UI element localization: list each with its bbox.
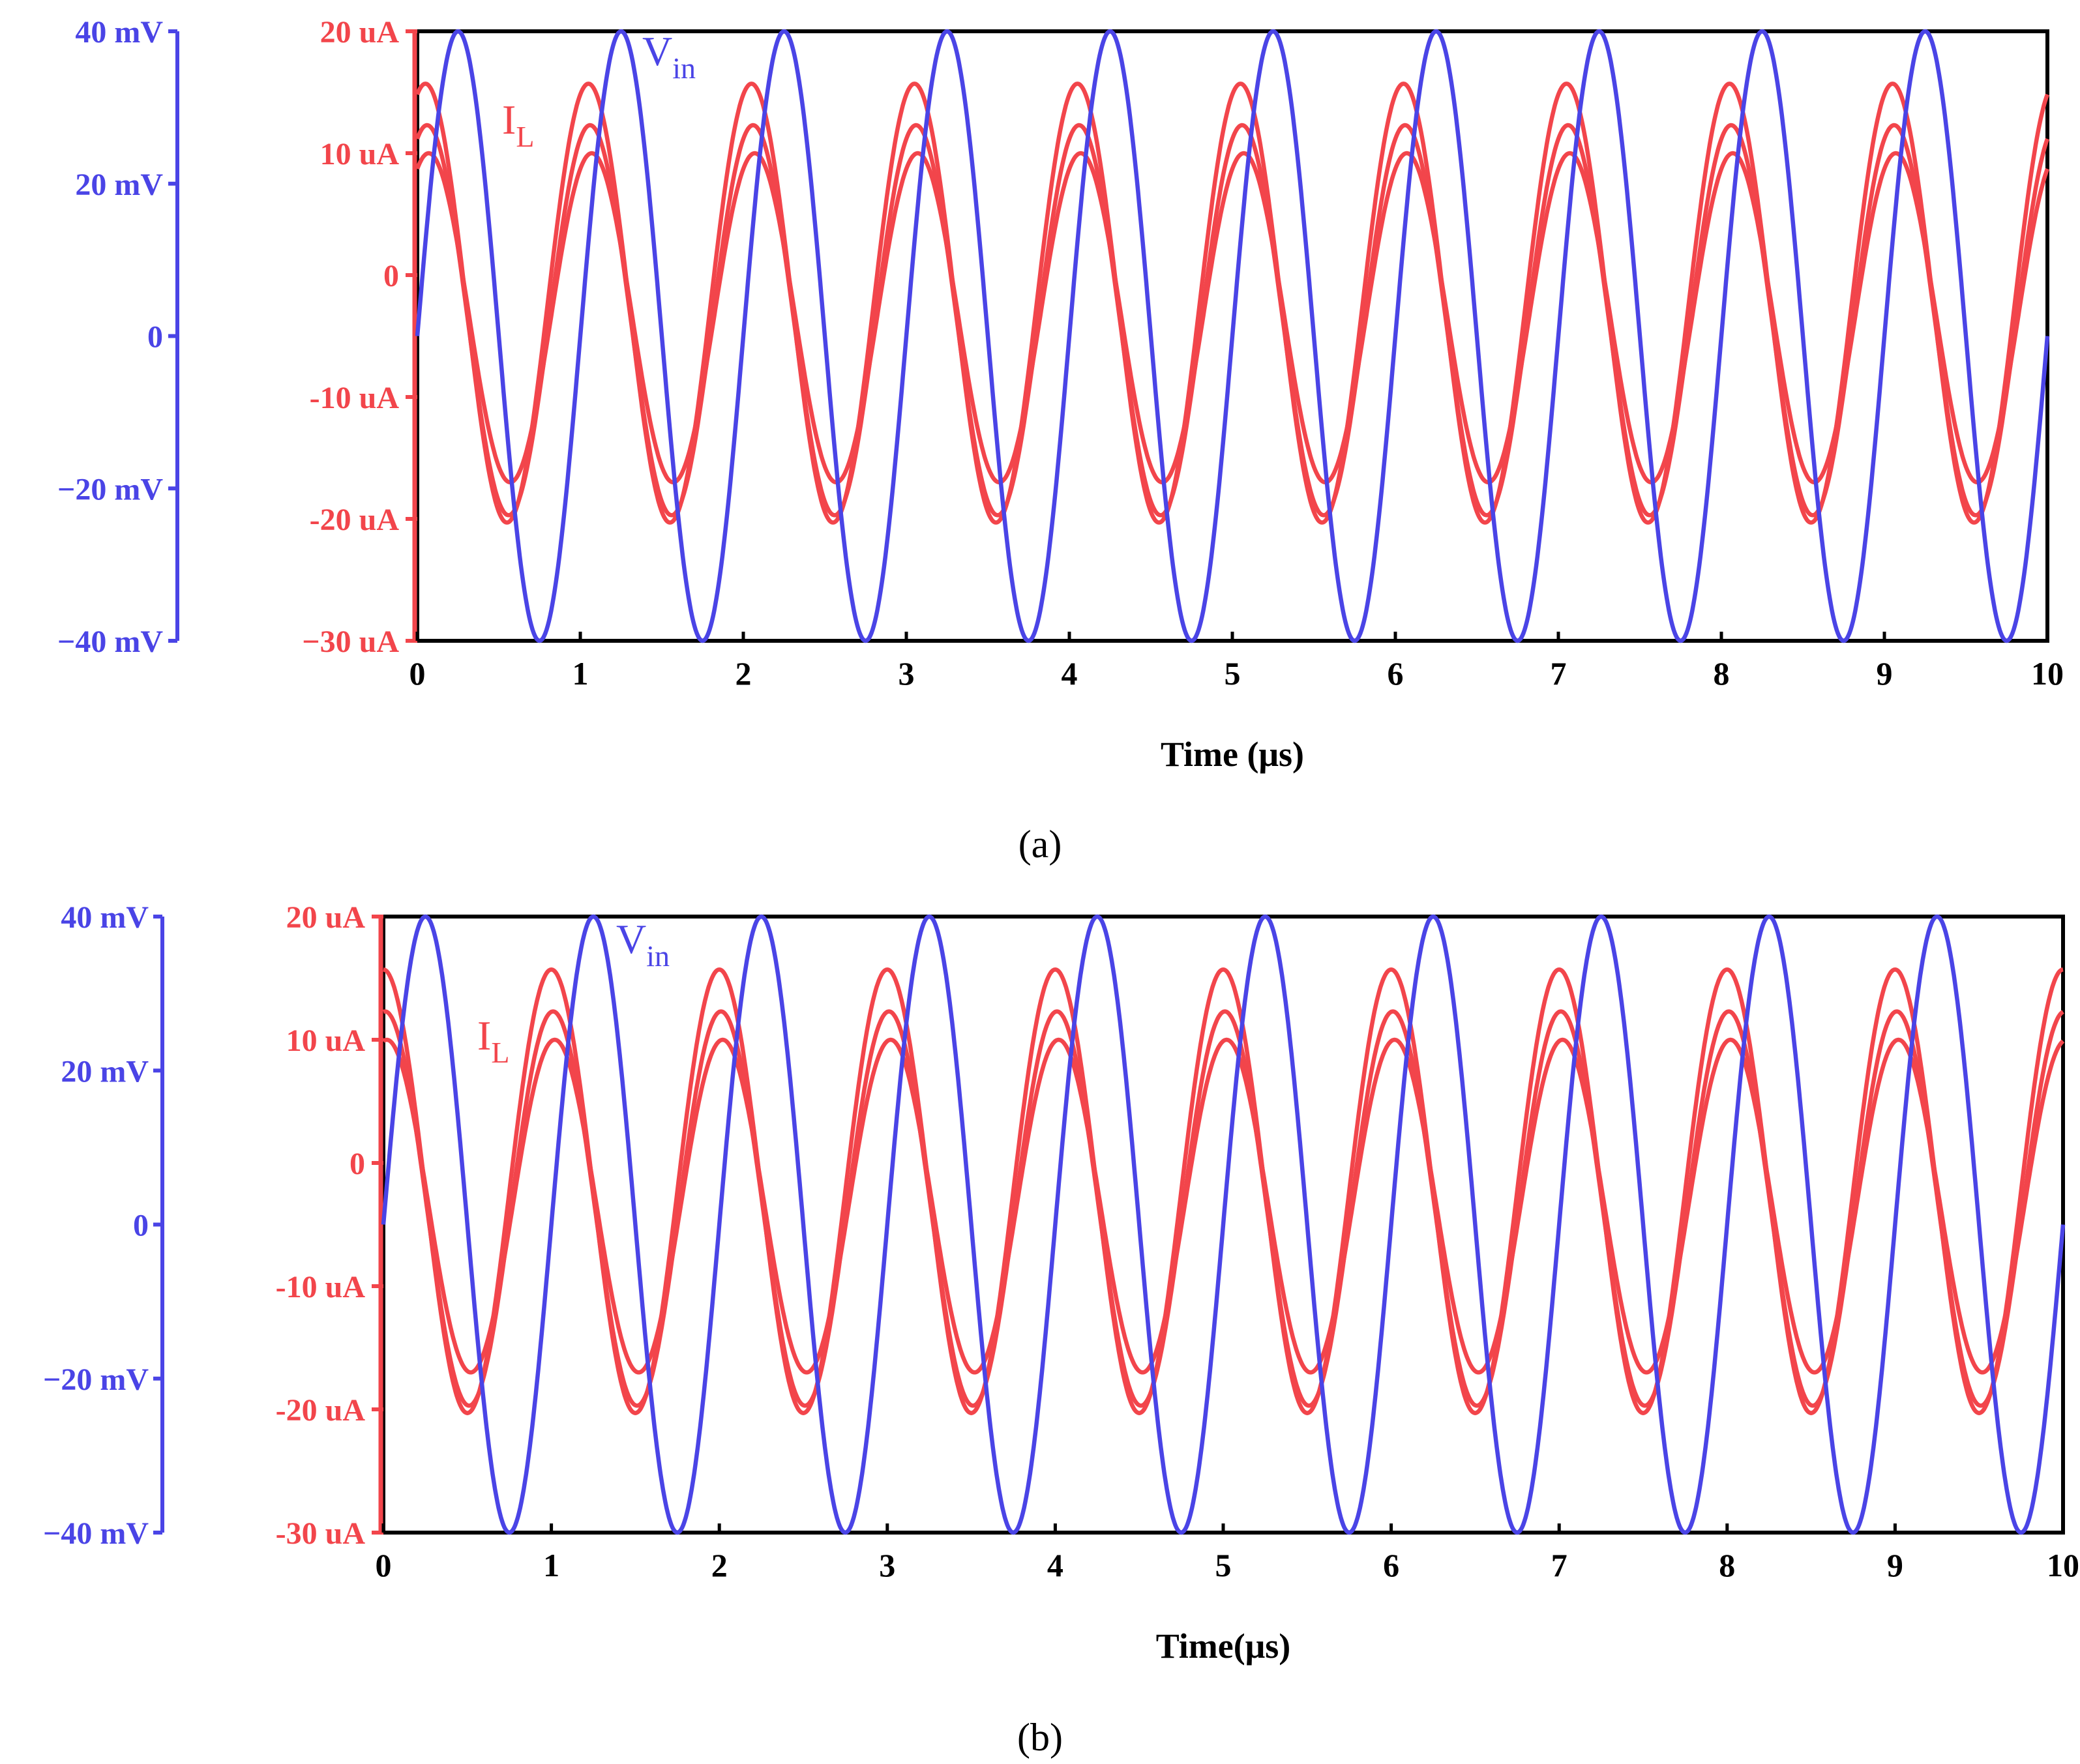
voltage-tick-label: −20 mV: [57, 472, 163, 507]
current-tick-label: 20 uA: [320, 15, 400, 50]
voltage-tick-label: 0: [133, 1209, 149, 1243]
chart-panel-b: 40 mV 20 mV 0 −20 mV −40 mV 20 uA 10 uA 0 -10 uA…: [43, 900, 2079, 1759]
x-tick-label: 8: [1714, 655, 1730, 692]
current-series-line-1: [382, 967, 2064, 1415]
vin-label-main: V: [616, 916, 646, 962]
current-tick-label: 10 uA: [286, 1023, 366, 1058]
x-tick-label: 9: [1877, 655, 1893, 692]
current-tick-label: 20 uA: [286, 900, 366, 935]
current-series-line-1: [415, 81, 2050, 525]
x-tick-label: 5: [1225, 655, 1241, 692]
voltage-tick-label: −40 mV: [43, 1516, 149, 1551]
x-tick-label: 10: [2047, 1547, 2079, 1583]
x-tick-label: 5: [1215, 1547, 1232, 1583]
current-tick-label: 0: [349, 1147, 365, 1181]
vin-label-subscript: in: [646, 939, 670, 973]
current-tick-label: −30 uA: [302, 625, 399, 659]
x-tick-label: 0: [376, 1547, 392, 1583]
vin-label-main: V: [642, 28, 672, 74]
vin-label-subscript: in: [672, 51, 696, 85]
current-tick-label: -20 uA: [310, 503, 400, 537]
current-series-line-3: [382, 1037, 2065, 1375]
x-tick-label: 6: [1388, 655, 1404, 692]
voltage-tick-label: −40 mV: [57, 625, 163, 659]
panel-label: (b): [1017, 1716, 1063, 1759]
voltage-tick-label: 20 mV: [75, 168, 163, 202]
voltage-tick-label: −20 mV: [43, 1362, 149, 1397]
x-tick-label: 2: [711, 1547, 728, 1583]
voltage-tick-label: 40 mV: [75, 15, 163, 50]
x-tick-label: 7: [1551, 1547, 1567, 1583]
panel-label: (a): [1018, 823, 1062, 866]
x-tick-label: 9: [1887, 1547, 1903, 1583]
x-tick-label: 8: [1719, 1547, 1735, 1583]
vin-series-label: Vin: [642, 28, 696, 85]
x-tick-label: 7: [1551, 655, 1567, 692]
x-tick-label: 2: [735, 655, 752, 692]
x-axis-title: Time(μs): [1156, 1626, 1291, 1666]
x-tick-label: 4: [1047, 1547, 1063, 1583]
voltage-series-line: [381, 914, 2066, 1535]
chart-panel-a: 40 mV 20 mV 0 −20 mV −40 mV 20 uA 10 uA 0 -10 uA…: [57, 15, 2064, 866]
x-tick-label: 1: [543, 1547, 559, 1583]
x-tick-label: 10: [2031, 655, 2064, 692]
il-label-subscript: L: [516, 120, 534, 153]
vin-series-label: Vin: [616, 916, 670, 973]
il-label-subscript: L: [491, 1036, 509, 1069]
il-label-main: I: [477, 1012, 491, 1059]
current-tick-label: -20 uA: [276, 1393, 366, 1428]
voltage-series-line: [415, 29, 2050, 643]
x-tick-label: 3: [899, 655, 915, 692]
voltage-tick-label: 0: [147, 320, 163, 355]
voltage-tick-label: 40 mV: [61, 900, 149, 935]
current-tick-label: -30 uA: [276, 1516, 366, 1551]
x-axis-title: Time (μs): [1161, 735, 1304, 774]
current-series-line-2: [415, 123, 2050, 518]
current-tick-label: 0: [383, 259, 399, 293]
voltage-tick-label: 20 mV: [61, 1054, 149, 1089]
x-tick-label: 3: [879, 1547, 895, 1583]
il-label-main: I: [502, 96, 516, 143]
il-series-label: IL: [502, 96, 534, 153]
current-tick-label: 10 uA: [320, 137, 400, 171]
x-tick-label: 6: [1383, 1547, 1399, 1583]
current-tick-label: -10 uA: [310, 381, 400, 415]
x-tick-label: 0: [409, 655, 426, 692]
current-series-line-3: [415, 151, 2050, 485]
current-series-line-2: [382, 1009, 2064, 1408]
x-tick-label: 1: [572, 655, 589, 692]
x-tick-label: 4: [1062, 655, 1078, 692]
il-series-label: IL: [477, 1012, 509, 1069]
current-tick-label: -10 uA: [276, 1270, 366, 1304]
